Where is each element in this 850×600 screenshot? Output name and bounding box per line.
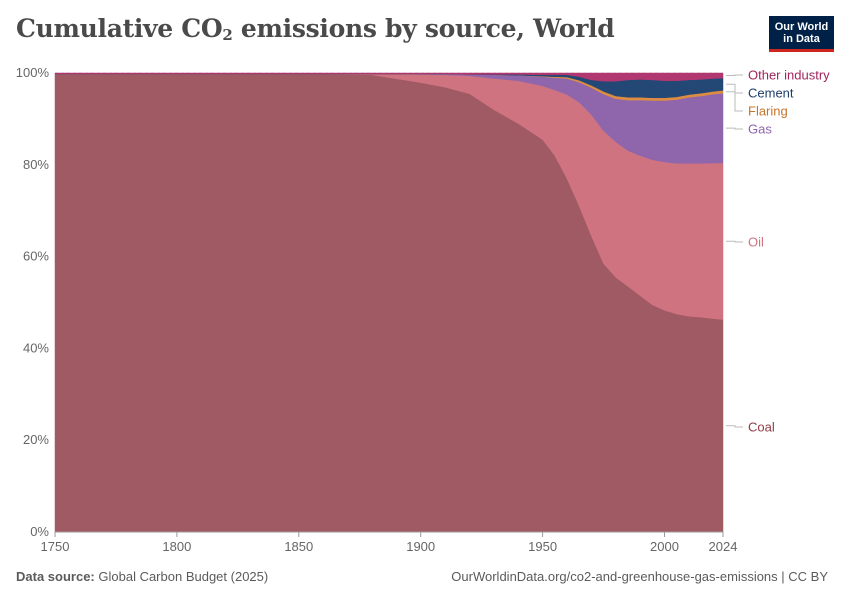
x-tick-label: 1900 [406, 539, 435, 554]
legend-label-other-industry: Other industry [748, 68, 830, 83]
legend-label-flaring: Flaring [748, 104, 788, 119]
x-tick-label: 1850 [284, 539, 313, 554]
legend-label-gas: Gas [748, 122, 772, 137]
y-tick-label: 40% [23, 340, 49, 355]
logo-line-1: Our World [774, 21, 829, 33]
x-tick-label: 1950 [528, 539, 557, 554]
legend-label-oil: Oil [748, 235, 764, 250]
legend-label-coal: Coal [748, 420, 775, 435]
legend-connector [726, 83, 743, 94]
logo-line-2: in Data [783, 33, 820, 45]
legend-connector [726, 127, 743, 130]
x-tick-label: 1750 [41, 539, 70, 554]
legend-connector [726, 74, 743, 76]
chart-title: Cumulative CO2 emissions by source, Worl… [16, 14, 615, 44]
source-link[interactable]: OurWorldinData.org/co2-and-greenhouse-ga… [451, 569, 828, 584]
x-tick-label: 1800 [162, 539, 191, 554]
x-tick-label: 2024 [709, 539, 738, 554]
owid-logo[interactable]: Our World in Data [769, 16, 834, 52]
area-other-industry [54, 72, 724, 82]
y-tick-label: 100% [16, 65, 50, 80]
y-tick-label: 20% [23, 432, 49, 447]
y-tick-label: 60% [23, 249, 49, 264]
legend-label-cement: Cement [748, 86, 794, 101]
legend-connector [726, 240, 743, 243]
legend-connector [726, 91, 743, 112]
x-tick-label: 2000 [650, 539, 679, 554]
data-source: Data source: Global Carbon Budget (2025) [16, 569, 269, 584]
y-tick-label: 0% [30, 524, 49, 539]
y-tick-label: 80% [23, 157, 49, 172]
legend-connector [726, 425, 743, 428]
